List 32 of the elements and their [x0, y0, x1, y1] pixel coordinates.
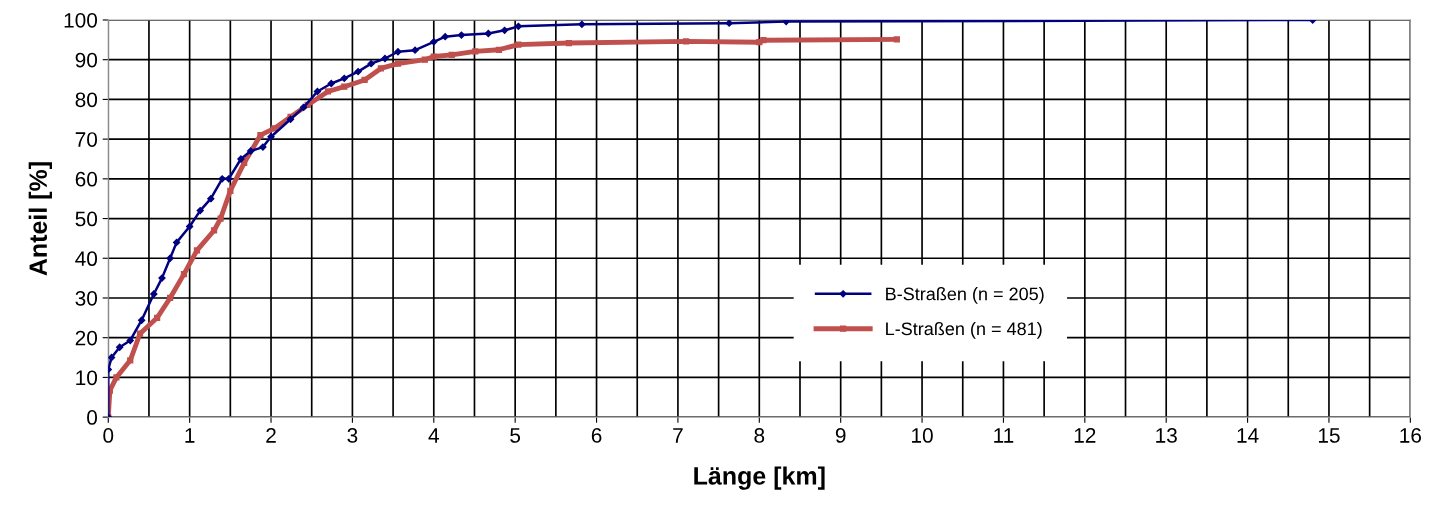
- legend-label: B-Straßen (n = 205): [886, 287, 1044, 304]
- y-axis-title: Anteil [%]: [28, 162, 52, 276]
- x-tick-label: 5: [510, 428, 521, 443]
- x-tick-label: 10: [912, 428, 933, 443]
- x-tick-label: 14: [1237, 428, 1259, 443]
- y-tick-label: 10: [76, 370, 98, 386]
- y-tick-label: 20: [75, 330, 98, 346]
- y-tick-label: 100: [64, 12, 98, 28]
- x-tick-label: 11: [994, 428, 1014, 443]
- x-tick-label: 1: [185, 428, 195, 443]
- x-tick-label: 12: [1074, 428, 1096, 443]
- x-tick-label: 15: [1318, 428, 1340, 443]
- x-axis-title: Länge [km]: [694, 466, 825, 490]
- x-tick-label: 9: [835, 428, 846, 443]
- legend-label: L-Straßen (n = 481): [886, 321, 1042, 339]
- y-tick-label: 90: [75, 52, 98, 68]
- x-tick-label: 13: [1156, 428, 1177, 443]
- y-tick-label: 60: [75, 171, 98, 187]
- x-tick-label: 2: [266, 428, 276, 443]
- y-tick-label: 0: [87, 410, 98, 425]
- y-tick-label: 50: [75, 211, 98, 227]
- x-tick-label: 0: [103, 428, 114, 443]
- x-tick-label: 16: [1400, 428, 1422, 443]
- x-tick-label: 6: [591, 428, 602, 443]
- y-tick-label: 80: [75, 92, 98, 108]
- x-tick-label: 3: [347, 428, 358, 443]
- y-tick-label: 40: [75, 251, 98, 267]
- x-tick-label: 8: [754, 428, 765, 443]
- x-tick-label: 4: [428, 428, 439, 443]
- x-tick-label: 7: [673, 428, 683, 443]
- y-tick-label: 70: [75, 132, 98, 147]
- y-tick-label: 30: [75, 290, 98, 306]
